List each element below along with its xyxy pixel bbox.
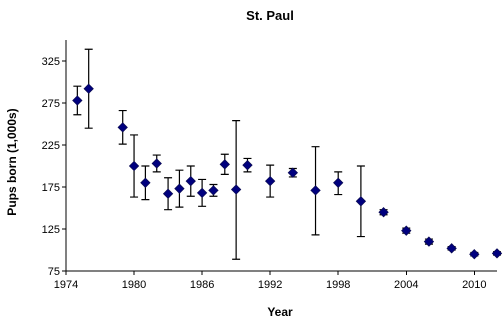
x-tick-label: 2010 (462, 279, 486, 291)
axes (65, 40, 497, 272)
data-point (219, 159, 230, 170)
data-point (446, 243, 457, 254)
data-point (151, 158, 162, 169)
x-tick-label: 1980 (122, 279, 146, 291)
data-point (378, 207, 389, 218)
data-point (128, 160, 140, 172)
y-tick-label: 225 (42, 140, 60, 152)
x-tick-label: 1998 (326, 279, 350, 291)
data-point (185, 175, 196, 187)
data-point (208, 185, 219, 196)
data-point (242, 159, 253, 171)
data-point (72, 95, 83, 106)
data-point (469, 249, 480, 260)
x-tick-label: 1974 (54, 279, 78, 291)
y-tick-label: 75 (48, 266, 60, 278)
data-point (264, 175, 276, 187)
data-point (230, 184, 242, 195)
data-point (174, 183, 185, 194)
error-bars (73, 48, 501, 260)
data-point (117, 122, 128, 133)
data-point (162, 188, 174, 199)
x-axis-title: Year (267, 305, 293, 319)
y-tick-label: 125 (42, 224, 60, 236)
data-points (72, 83, 503, 260)
data-point (355, 196, 367, 207)
data-point (83, 83, 94, 94)
chart-title: St. Paul (246, 8, 294, 23)
data-point (491, 248, 503, 259)
data-point (140, 177, 151, 188)
data-point (333, 177, 344, 188)
x-tick-label: 1986 (190, 279, 214, 291)
y-tick-label: 325 (42, 56, 60, 68)
data-point (423, 236, 435, 247)
data-point (401, 225, 412, 236)
data-point (196, 187, 208, 199)
data-point (310, 185, 321, 196)
data-point (287, 167, 299, 178)
x-tick-label: 2004 (394, 279, 418, 291)
y-ticks: 75 125 175 225 275 325 (42, 56, 66, 278)
x-ticks: 1974 1980 1986 1992 1998 2004 2010 (54, 271, 487, 291)
y-tick-label: 275 (42, 98, 60, 110)
y-tick-label: 175 (42, 182, 60, 194)
y-axis-title: Pups born (1,000s) (5, 108, 19, 215)
x-tick-label: 1992 (258, 279, 282, 291)
